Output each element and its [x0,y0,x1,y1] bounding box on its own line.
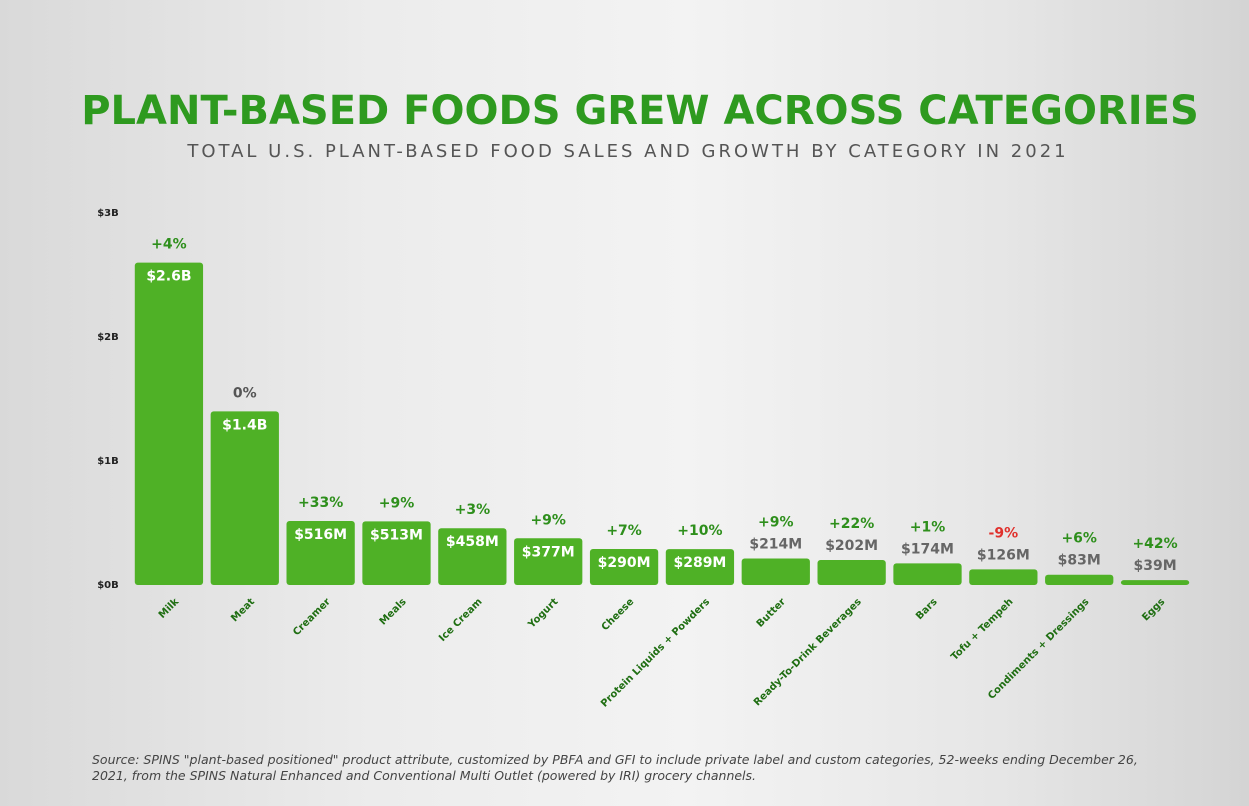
value-label: $290M [598,555,651,571]
growth-label: +22% [829,516,874,532]
bar [1045,574,1114,585]
value-label: $2.6B [146,269,191,285]
value-label: $174M [901,541,954,557]
x-tick-label: Yogurt [526,596,561,631]
growth-label: +9% [379,495,415,511]
growth-label: 0% [233,385,257,401]
x-tick-label: Meat [229,596,257,624]
bar [134,262,204,585]
y-tick-label: $1B [97,456,119,467]
bar [893,563,962,585]
growth-label: +10% [677,523,722,539]
bar [1120,580,1190,585]
x-tick-label: Cheese [600,596,637,633]
value-label: $83M [1058,553,1101,569]
x-tick-label: Meals [378,596,409,627]
x-tick-label: Tofu + Tempeh [949,596,1015,662]
bar [589,549,659,585]
growth-label: +7% [606,523,642,539]
value-label: $377M [522,544,575,560]
value-label: $513M [370,527,423,543]
y-tick-label: $3B [97,208,119,219]
growth-label: +42% [1132,536,1177,552]
y-tick-label: $0B [97,580,119,591]
bar [817,559,886,585]
y-tick-label: $2B [97,332,119,343]
x-tick-label: Milk [157,596,182,621]
x-tick-label: Ice Cream [437,596,484,643]
x-tick-label: Creamer [291,596,333,638]
value-label: $126M [977,547,1030,563]
bar [362,521,431,585]
bar [665,549,735,585]
value-label: $289M [673,555,726,571]
value-label: $516M [294,527,347,543]
value-label: $1.4B [222,417,267,433]
chart-subtitle: TOTAL U.S. PLANT-BASED FOOD SALES AND GR… [186,141,1068,162]
growth-label: +3% [455,502,491,518]
bar [741,558,810,585]
source-note: Source: SPINS "plant-based positioned" p… [92,752,1138,783]
value-label: $214M [749,536,802,552]
growth-label: +6% [1061,531,1097,547]
chart-title: PLANT-BASED FOODS GREW ACROSS CATEGORIES [81,88,1199,134]
bar [210,411,279,585]
value-label: $39M [1133,558,1176,574]
bar [286,521,355,585]
bar [514,538,583,585]
growth-label: +9% [758,514,794,530]
growth-label: +4% [151,237,187,253]
x-tick-label: Eggs [1140,596,1167,623]
bar [438,528,507,585]
growth-label: +1% [910,519,946,535]
x-tick-label: Bars [914,596,940,622]
value-label: $458M [446,534,499,550]
value-label: $202M [825,538,878,554]
growth-label: -9% [989,525,1019,541]
growth-label: +9% [530,512,566,528]
growth-label: +33% [298,495,343,511]
bar [969,569,1038,585]
x-tick-label: Butter [755,596,788,629]
